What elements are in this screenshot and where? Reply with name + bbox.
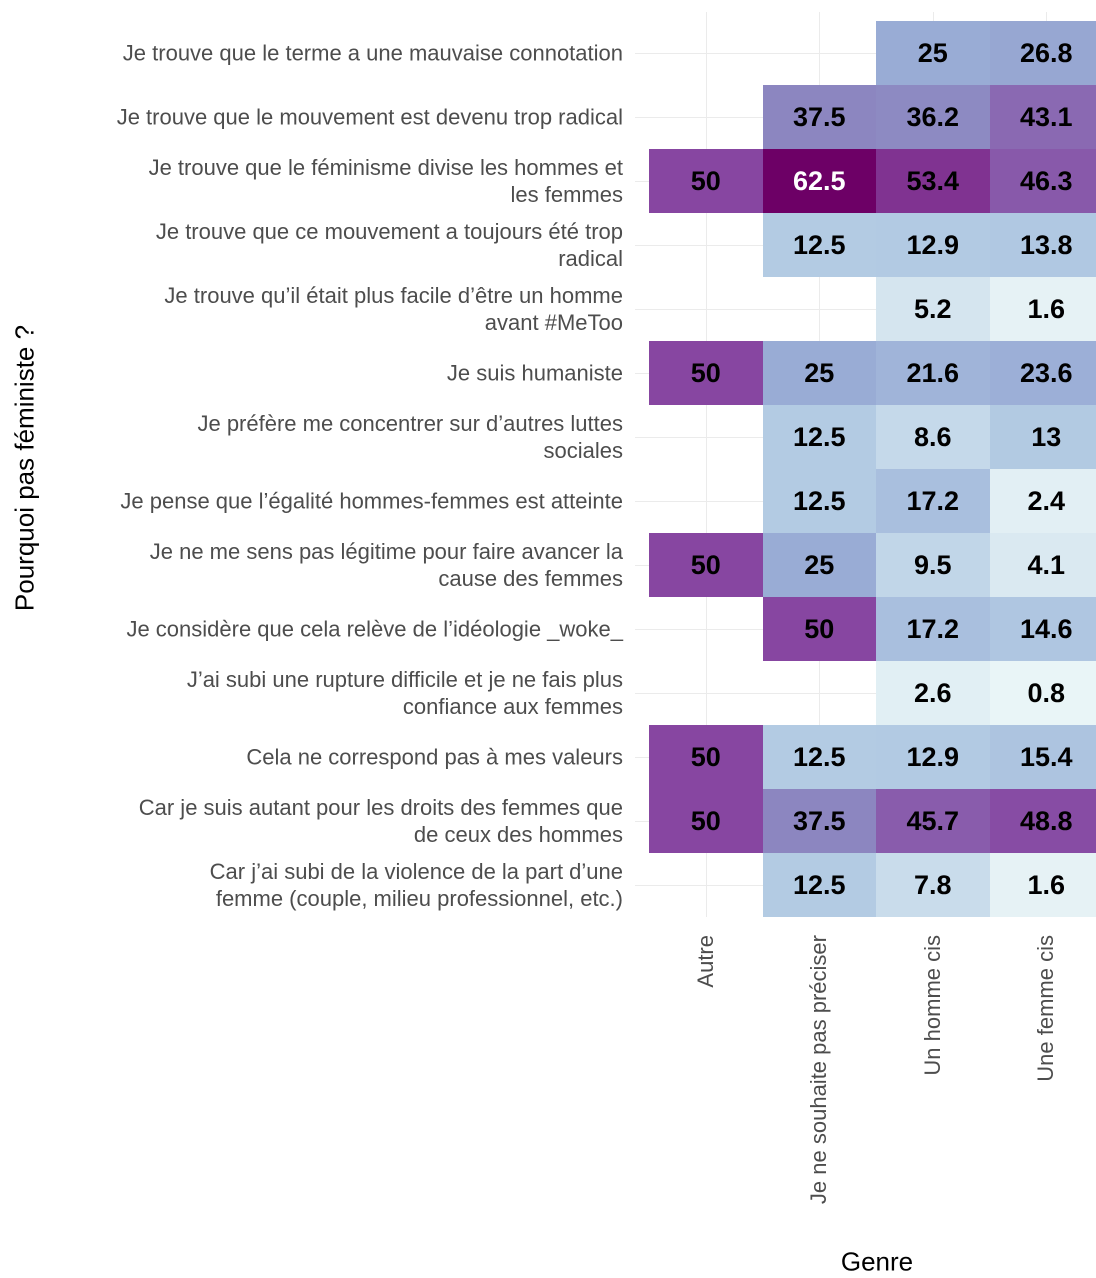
y-tick-label: Je pense que l’égalité hommes-femmes est… (120, 488, 623, 515)
heat-cell: 26.8 (990, 21, 1096, 85)
y-tick-label: Je trouve que le mouvement est devenu tr… (117, 104, 623, 131)
heat-cell: 12.5 (763, 405, 877, 469)
y-tick-label: Je considère que cela relève de l’idéolo… (126, 616, 623, 643)
heat-cell: 43.1 (990, 85, 1096, 149)
heat-cell: 8.6 (876, 405, 990, 469)
heat-cell: 12.5 (763, 853, 877, 917)
heat-cell: 21.6 (876, 341, 990, 405)
heat-cell: 46.3 (990, 149, 1096, 213)
y-axis-title: Pourquoi pas féministe ? (10, 325, 41, 611)
heat-cell: 25 (763, 341, 877, 405)
heat-cell: 5.2 (876, 277, 990, 341)
heat-cell: 17.2 (876, 469, 990, 533)
heat-cell: 7.8 (876, 853, 990, 917)
heat-cell: 50 (649, 341, 763, 405)
x-tick-label: Je ne souhaite pas préciser (807, 935, 831, 1204)
heat-cell: 50 (763, 597, 877, 661)
heat-cell: 12.5 (763, 469, 877, 533)
x-tick-label: Une femme cis (1034, 935, 1058, 1082)
heat-cell: 48.8 (990, 789, 1096, 853)
y-tick-label: Je ne me sens pas légitime pour faire av… (150, 538, 623, 592)
heat-cell: 13.8 (990, 213, 1096, 277)
heat-cell: 50 (649, 725, 763, 789)
x-tick-label: Un homme cis (921, 935, 945, 1076)
heat-cell: 36.2 (876, 85, 990, 149)
y-tick-label: Je trouve que le terme a une mauvaise co… (123, 40, 623, 67)
y-tick-label: Cela ne correspond pas à mes valeurs (246, 744, 623, 771)
y-tick-label: Je trouve que le féminisme divise les ho… (149, 154, 623, 208)
y-tick-label: Je trouve que ce mouvement a toujours ét… (156, 218, 623, 272)
heat-cell: 2.6 (876, 661, 990, 725)
heat-cell: 15.4 (990, 725, 1096, 789)
y-tick-label: Car j’ai subi de la violence de la part … (210, 858, 623, 912)
heat-cell: 12.9 (876, 213, 990, 277)
y-tick-label: Je préfère me concentrer sur d’autres lu… (197, 410, 623, 464)
heat-cell: 62.5 (763, 149, 877, 213)
heat-cell: 1.6 (990, 853, 1096, 917)
heat-cell: 23.6 (990, 341, 1096, 405)
heat-cell: 17.2 (876, 597, 990, 661)
y-tick-label: Je suis humaniste (447, 360, 623, 387)
x-tick-label: Autre (694, 935, 718, 988)
heat-cell: 25 (763, 533, 877, 597)
y-tick-label: Je trouve qu’il était plus facile d’être… (164, 282, 623, 336)
heat-cell: 2.4 (990, 469, 1096, 533)
heat-cell: 12.5 (763, 725, 877, 789)
y-tick-label: Car je suis autant pour les droits des f… (139, 794, 623, 848)
heat-cell: 1.6 (990, 277, 1096, 341)
heat-cell: 0.8 (990, 661, 1096, 725)
y-tick-label: J’ai subi une rupture difficile et je ne… (187, 666, 623, 720)
heat-cell: 37.5 (763, 789, 877, 853)
heat-cell: 12.5 (763, 213, 877, 277)
heat-cell: 37.5 (763, 85, 877, 149)
heat-cell: 50 (649, 149, 763, 213)
x-axis-title: Genre (841, 1247, 913, 1278)
heat-cell: 12.9 (876, 725, 990, 789)
heat-cell: 4.1 (990, 533, 1096, 597)
heat-cell: 9.5 (876, 533, 990, 597)
heat-cell: 50 (649, 533, 763, 597)
heat-cell: 14.6 (990, 597, 1096, 661)
heat-cell: 25 (876, 21, 990, 85)
heat-cell: 45.7 (876, 789, 990, 853)
heat-cell: 13 (990, 405, 1096, 469)
heat-cell: 53.4 (876, 149, 990, 213)
heat-cell: 50 (649, 789, 763, 853)
